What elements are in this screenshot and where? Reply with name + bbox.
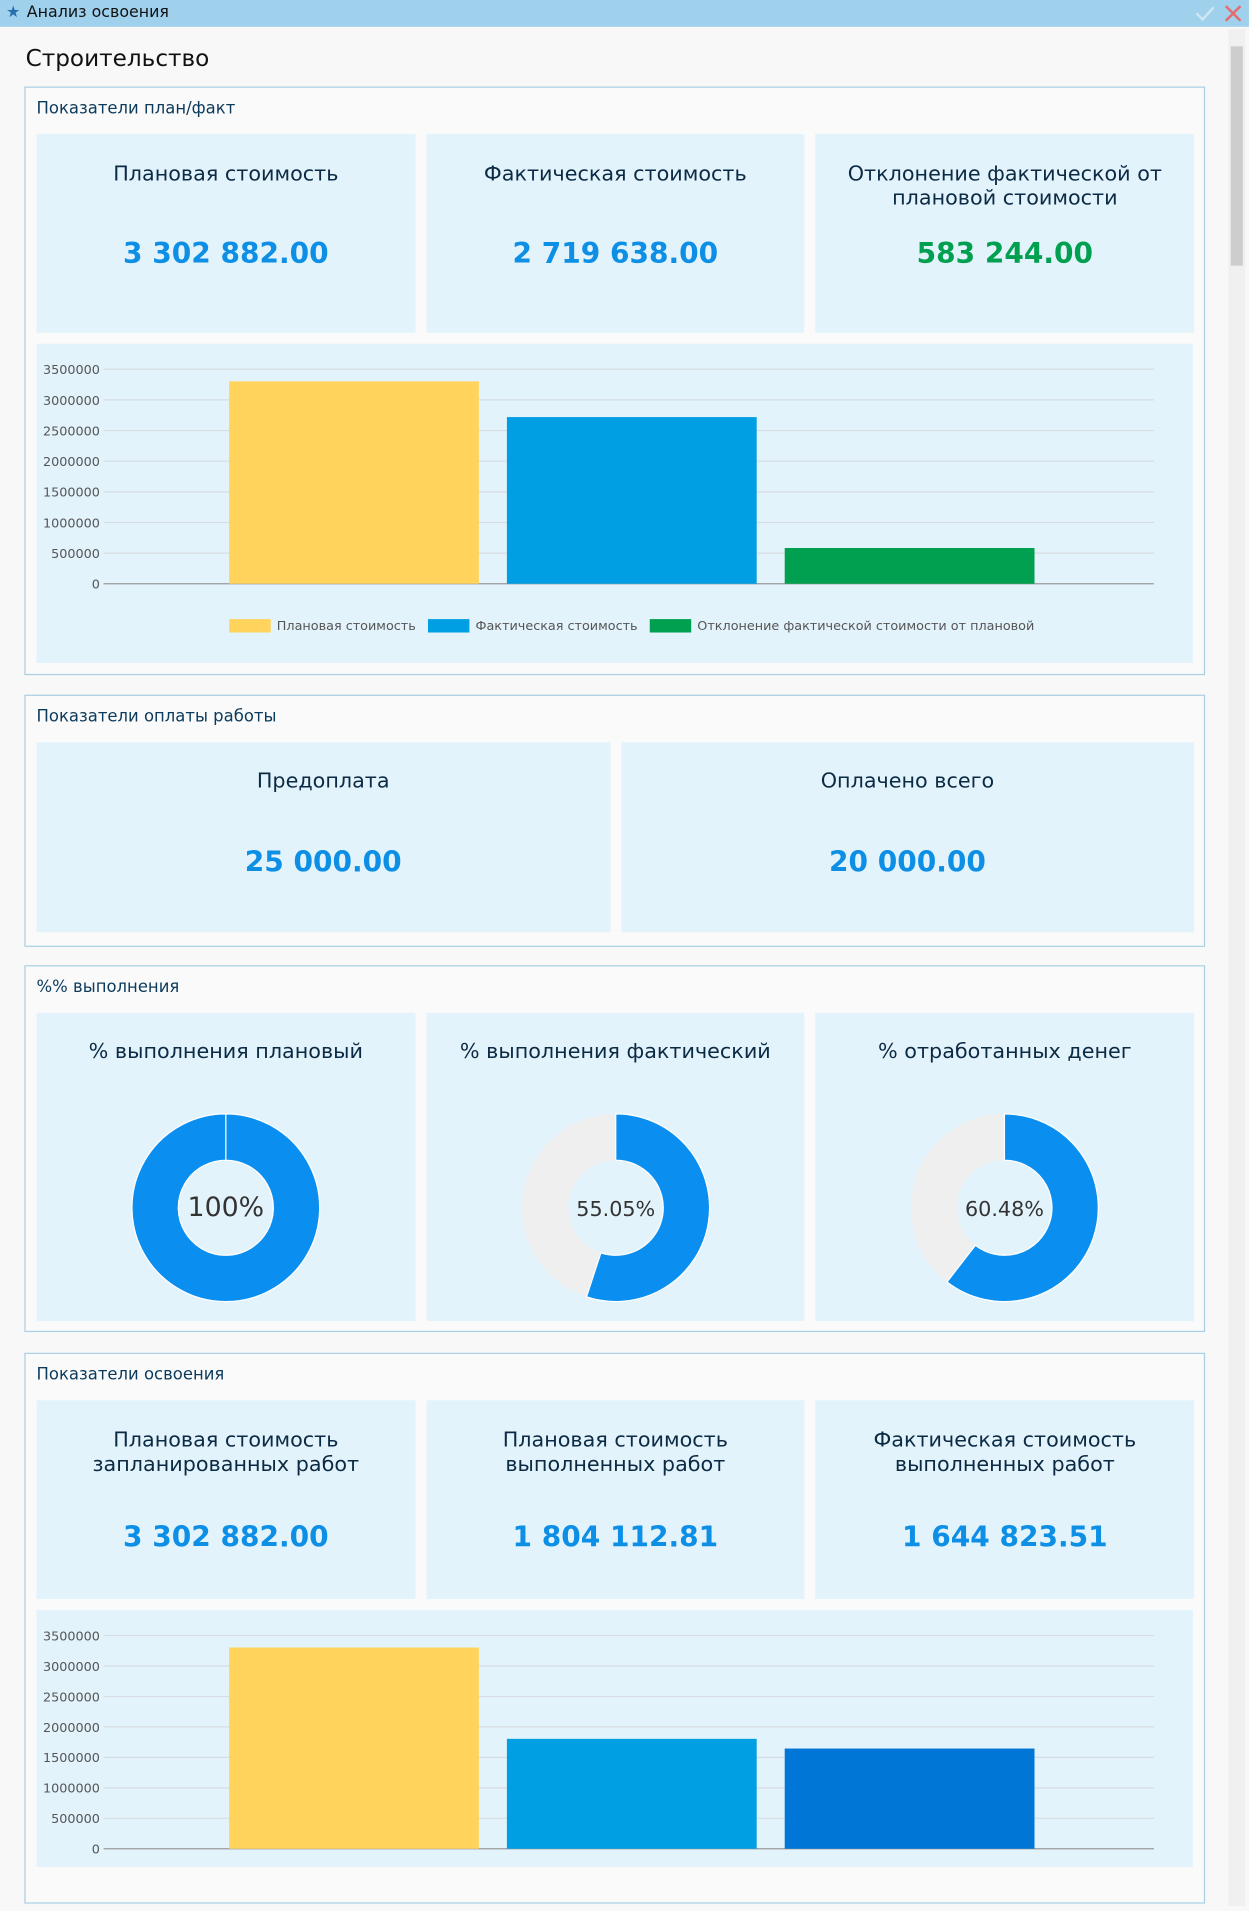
donut-label: 55.05% (576, 1197, 655, 1221)
y-tick-label: 500000 (51, 1812, 100, 1827)
legend-label: Отклонение фактической стоимости от план… (697, 619, 1034, 634)
legend-swatch (649, 619, 692, 633)
card-value: 1 804 112.81 (512, 1522, 719, 1554)
legend-swatch (229, 619, 271, 633)
y-tick-label: 3500000 (43, 363, 100, 378)
section-title: %% выполнения (36, 977, 180, 997)
card-title: % отработанных денег (878, 1039, 1132, 1064)
section-title: Показатели освоения (36, 1364, 225, 1385)
card-value: 1 644 823.51 (901, 1522, 1108, 1554)
y-tick-label: 3000000 (43, 394, 100, 409)
bar (784, 1748, 1035, 1849)
card-title: Предоплата (256, 768, 390, 794)
card-value: 2 719 638.00 (512, 238, 719, 271)
bar (229, 1647, 479, 1849)
page-title: Строительство (25, 45, 210, 72)
y-tick-label: 1000000 (43, 1782, 100, 1797)
donut-label: 60.48% (965, 1197, 1044, 1221)
legend-label: Плановая стоимость (277, 619, 416, 634)
card-value: 3 302 882.00 (122, 1522, 329, 1554)
y-tick-label: 3500000 (43, 1629, 100, 1644)
section: Показатели оплаты работы Предоплата 25 00… (24, 694, 1206, 947)
donut-chart: 55.05% (521, 1113, 710, 1303)
section: Показатели план/факт Плановая стоимость 3… (24, 86, 1206, 676)
y-tick-label: 2000000 (43, 455, 100, 470)
chart-panel: 0 500000 1000000 1500000 2000000 2500000 30000… (36, 343, 1193, 663)
card-value: 3 302 882.00 (122, 238, 329, 271)
y-tick-label: 0 (92, 578, 100, 593)
section-title: Показатели план/факт (36, 98, 236, 119)
card: Отклонение фактической от плановой стоим… (815, 134, 1195, 333)
donut-chart: 60.48% (911, 1113, 1100, 1303)
window-title: Анализ освоения (26, 3, 169, 22)
donut-segment (585, 1113, 710, 1303)
card: % выполнения фактический 55.05% (426, 1012, 805, 1322)
card-title: Плановая стоимость запланированных работ (92, 1428, 360, 1478)
y-tick-label: 500000 (51, 547, 100, 562)
card: Плановая стоимость запланированных работ… (36, 1400, 416, 1599)
card: Плановая стоимость выполненных работ 1 80… (426, 1400, 805, 1599)
donut-segment (131, 1113, 321, 1303)
card: Фактическая стоимость 2 719 638.00 (426, 134, 805, 333)
card: Плановая стоимость 3 302 882.00 (36, 134, 416, 333)
y-tick-label: 3000000 (43, 1660, 100, 1675)
card-title: Фактическая стоимость (483, 162, 747, 187)
y-tick-label: 2000000 (43, 1721, 100, 1736)
card: Предоплата 25 000.00 (36, 742, 610, 933)
card-value: 20 000.00 (829, 846, 986, 879)
y-tick-label: 2500000 (43, 424, 100, 439)
card: % отработанных денег 60.48% (815, 1012, 1195, 1322)
donut-label: 100% (188, 1192, 265, 1223)
scrollbar[interactable] (1228, 29, 1246, 1907)
section: %% выполнения % выполнения плановый 100%%… (24, 965, 1206, 1333)
scroll-thumb[interactable] (1230, 46, 1243, 266)
legend-label: Фактическая стоимость (475, 619, 637, 634)
window-controls[interactable] (1194, 4, 1245, 23)
bar (506, 1738, 757, 1849)
card-value: 583 244.00 (916, 238, 1094, 271)
y-tick-label: 1500000 (43, 486, 100, 501)
card-title: Фактическая стоимость выполненных работ (873, 1428, 1137, 1478)
chart-panel: 0 500000 1000000 1500000 2000000 2500000 30000… (36, 1609, 1193, 1868)
card: Оплачено всего 20 000.00 (620, 742, 1195, 933)
y-tick-label: 1500000 (43, 1751, 100, 1766)
card-title: % выполнения плановый (88, 1039, 363, 1064)
donut-chart: 100% (131, 1113, 321, 1303)
card-title: Плановая стоимость выполненных работ (502, 1428, 728, 1478)
y-tick-label: 0 (92, 1843, 100, 1858)
bar (784, 548, 1035, 584)
card-value: 25 000.00 (244, 846, 402, 879)
window-icon: ★ (6, 3, 21, 22)
bar-chart: 0 500000 1000000 1500000 2000000 2500000 30000… (43, 363, 1154, 634)
y-tick-label: 1000000 (43, 516, 100, 531)
section: Показатели освоения Плановая стоимость з… (24, 1352, 1206, 1904)
bar (506, 417, 757, 584)
card: Фактическая стоимость выполненных работ 1… (815, 1400, 1195, 1599)
title-bar: ★ Анализ освоения (0, 0, 1249, 27)
bar (229, 381, 479, 584)
card-title: Оплачено всего (820, 768, 995, 794)
card: % выполнения плановый 100% (36, 1012, 416, 1322)
card-title: Отклонение фактической от плановой стоим… (847, 162, 1162, 211)
section-title: Показатели оплаты работы (36, 706, 277, 727)
donut-segment (946, 1113, 1100, 1303)
bar-chart: 0 500000 1000000 1500000 2000000 2500000 30000… (43, 1629, 1154, 1858)
legend-swatch (427, 619, 470, 633)
y-tick-label: 2500000 (43, 1690, 100, 1705)
card-title: % выполнения фактический (459, 1039, 771, 1064)
card-title: Плановая стоимость (113, 162, 339, 187)
